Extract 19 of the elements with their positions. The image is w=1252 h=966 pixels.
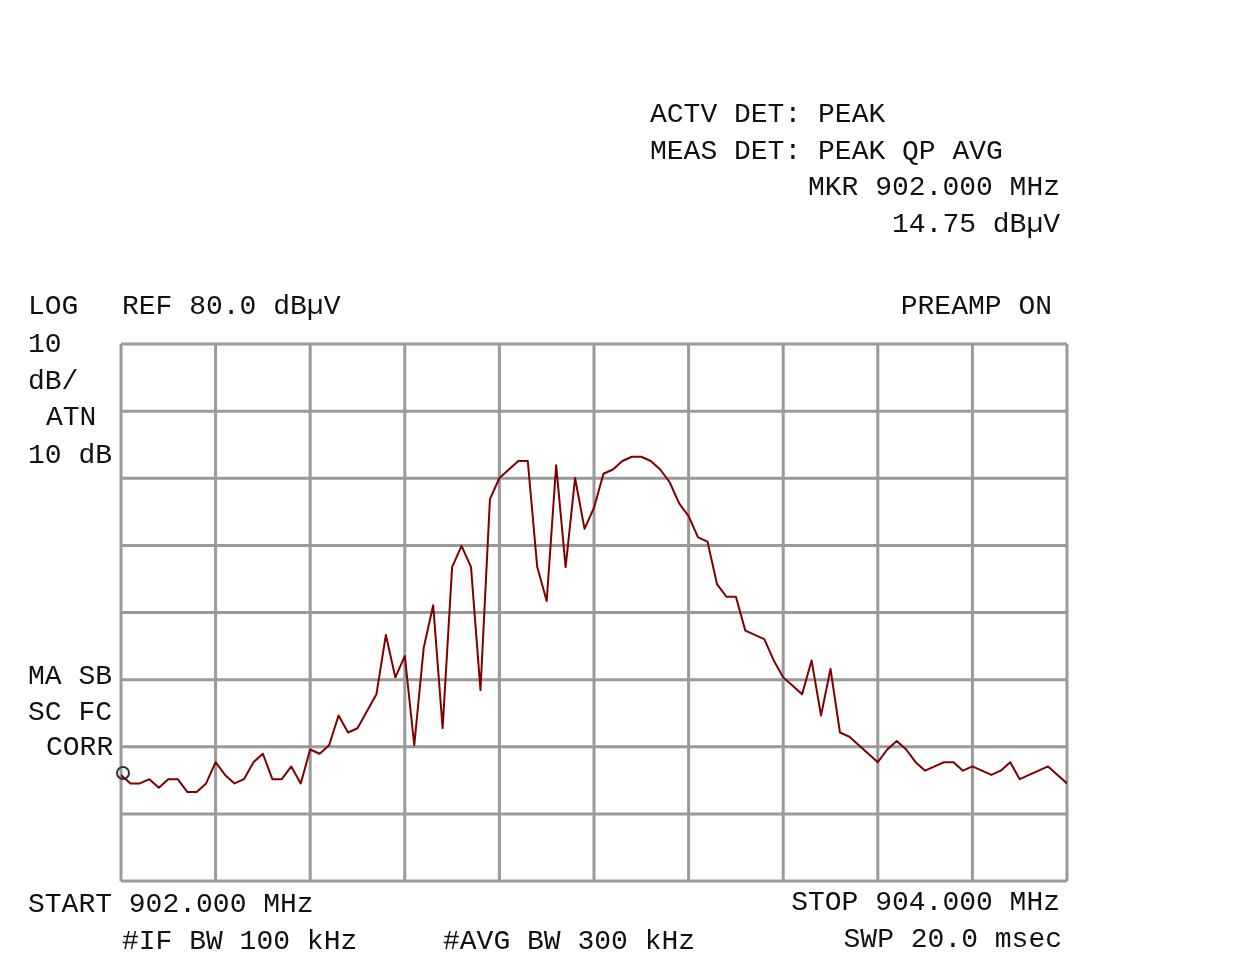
text: CORR — [46, 732, 114, 764]
text: MA SB — [28, 661, 113, 693]
text: STOP 904.000 MHz — [791, 887, 1060, 919]
text: 10 — [28, 329, 62, 361]
text: 14.75 dBµV — [891, 209, 1060, 241]
text: #AVG BW 300 kHz — [443, 926, 696, 958]
text: #IF BW 100 kHz — [122, 926, 358, 958]
text: 10 dB — [28, 440, 113, 472]
text: ACTV DET: PEAK — [650, 99, 886, 131]
text: START 902.000 MHz — [28, 889, 314, 921]
text: dB/ — [28, 366, 79, 398]
text: SWP 20.0 msec — [843, 924, 1062, 956]
text: REF 80.0 dBµV — [122, 291, 341, 323]
text: PREAMP ON — [900, 291, 1052, 323]
text: MEAS DET: PEAK QP AVG — [650, 136, 1003, 168]
text: LOG — [28, 291, 79, 323]
text: SC FC — [28, 697, 113, 729]
text: ATN — [46, 402, 97, 434]
text: MKR 902.000 MHz — [807, 172, 1060, 204]
